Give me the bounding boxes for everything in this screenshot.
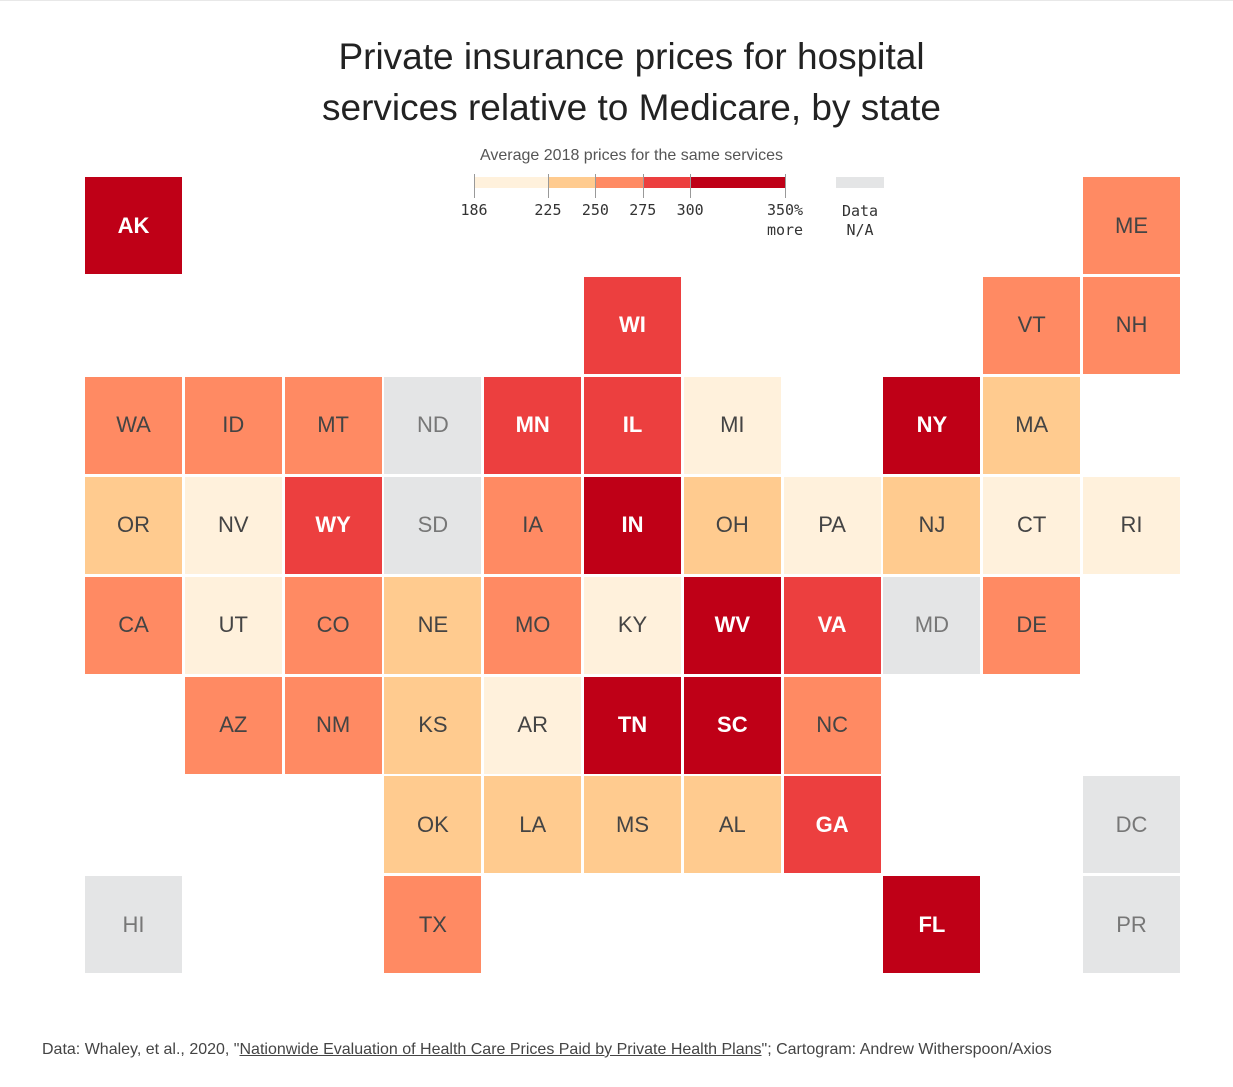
legend-tick xyxy=(642,174,644,198)
state-tile-az: AZ xyxy=(184,676,282,774)
state-tile-ia: IA xyxy=(484,476,582,574)
state-tile-me: ME xyxy=(1083,177,1180,274)
state-tile-ny: NY xyxy=(883,376,981,474)
legend-na-label: Data xyxy=(841,202,879,220)
state-tile-pa: PA xyxy=(783,476,881,574)
state-tile-pr: PR xyxy=(1083,876,1180,974)
state-tile-ak: AK xyxy=(85,177,182,274)
state-tile-ga: GA xyxy=(783,776,881,874)
state-tile-vt: VT xyxy=(983,276,1081,374)
state-tile-oh: OH xyxy=(683,476,781,574)
state-tile-il: IL xyxy=(584,376,681,474)
state-tile-tn: TN xyxy=(584,676,681,774)
legend-swatch xyxy=(642,177,691,188)
state-tile-nj: NJ xyxy=(883,476,981,574)
legend-tick-label: 186 xyxy=(460,201,488,219)
state-tile-sd: SD xyxy=(384,476,482,574)
state-tile-dc: DC xyxy=(1083,776,1180,874)
state-tile-mo: MO xyxy=(484,576,582,674)
state-tile-wy: WY xyxy=(284,476,382,574)
state-tile-in: IN xyxy=(584,476,681,574)
state-tile-ky: KY xyxy=(584,576,681,674)
legend-tick-label: 275 xyxy=(629,201,657,219)
legend-na-label: N/A xyxy=(846,221,874,239)
state-tile-ks: KS xyxy=(384,676,482,774)
source-link[interactable]: Nationwide Evaluation of Health Care Pri… xyxy=(239,1041,762,1058)
legend-swatch xyxy=(690,177,785,188)
state-tile-tx: TX xyxy=(384,876,482,974)
state-tile-nv: NV xyxy=(184,476,282,574)
state-tile-nm: NM xyxy=(284,676,382,774)
state-tile-id: ID xyxy=(184,376,282,474)
state-tile-ca: CA xyxy=(85,576,182,674)
state-tile-al: AL xyxy=(683,776,781,874)
state-tile-de: DE xyxy=(983,576,1081,674)
state-tile-ri: RI xyxy=(1083,476,1180,574)
state-tile-ct: CT xyxy=(983,476,1081,574)
legend-title: Average 2018 prices for the same service… xyxy=(480,147,783,164)
state-tile-nh: NH xyxy=(1083,276,1180,374)
state-tile-mn: MN xyxy=(484,376,582,474)
state-tile-hi: HI xyxy=(85,876,182,974)
legend-tick xyxy=(690,174,692,198)
source-prefix: Data: Whaley, et al., 2020, " xyxy=(42,1041,240,1058)
legend-na-swatch xyxy=(836,177,884,188)
state-tile-ms: MS xyxy=(584,776,681,874)
state-tile-mi: MI xyxy=(683,376,781,474)
state-tile-ok: OK xyxy=(384,776,482,874)
source-note: Data: Whaley, et al., 2020, "Nationwide … xyxy=(42,1041,1052,1059)
legend-more-label: more xyxy=(766,221,804,239)
state-tile-co: CO xyxy=(284,576,382,674)
legend-tick xyxy=(474,174,475,198)
legend-tick xyxy=(547,174,549,198)
state-tile-fl: FL xyxy=(883,876,981,974)
state-tile-ar: AR xyxy=(484,676,582,774)
source-suffix: "; Cartogram: Andrew Witherspoon/Axios xyxy=(761,1041,1052,1058)
legend-tick-label: 300 xyxy=(676,201,704,219)
legend-swatch xyxy=(474,177,548,188)
state-tile-or: OR xyxy=(85,476,182,574)
state-tile-la: LA xyxy=(484,776,582,874)
legend-tick-label: 350% xyxy=(766,201,804,219)
legend-tick xyxy=(595,174,597,198)
state-tile-md: MD xyxy=(883,576,981,674)
legend-swatch xyxy=(547,177,596,188)
legend-tick-label: 225 xyxy=(534,201,562,219)
state-tile-ne: NE xyxy=(384,576,482,674)
state-tile-ma: MA xyxy=(983,376,1081,474)
legend-tick-label: 250 xyxy=(581,201,609,219)
state-tile-va: VA xyxy=(783,576,881,674)
state-tile-nd: ND xyxy=(384,376,482,474)
state-tile-wa: WA xyxy=(85,376,182,474)
state-tile-wv: WV xyxy=(683,576,781,674)
chart-title: Private insurance prices for hospital se… xyxy=(322,36,941,128)
state-tile-mt: MT xyxy=(284,376,382,474)
legend-swatch xyxy=(595,177,643,188)
state-tile-nc: NC xyxy=(783,676,881,774)
state-tile-wi: WI xyxy=(584,276,681,374)
legend-tick xyxy=(785,174,786,198)
state-tile-sc: SC xyxy=(683,676,781,774)
state-tile-ut: UT xyxy=(184,576,282,674)
